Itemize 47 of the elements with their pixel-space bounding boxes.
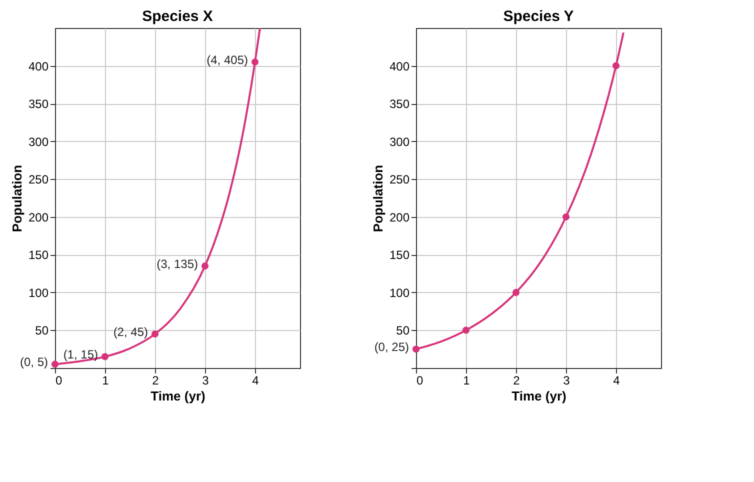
x-tick-label: 3 (563, 374, 570, 388)
y-axis-title: Population (370, 164, 386, 232)
x-tick-label: 2 (152, 374, 160, 388)
y-tick-label: 250 (389, 172, 410, 187)
y-tick-label: 200 (28, 210, 49, 224)
y-tick-label: 250 (28, 172, 49, 187)
y-tick-label: 200 (389, 210, 410, 224)
point (562, 213, 570, 220)
x-tick-label: 0 (416, 374, 424, 388)
x-tick-label: 0 (56, 374, 62, 388)
x-tick-label: 1 (463, 374, 470, 388)
x-tick-label: 3 (202, 374, 210, 388)
y-tick-label: 350 (389, 97, 410, 112)
y-tick-label: 300 (28, 134, 49, 149)
y-tick-label: 100 (389, 286, 410, 300)
point (251, 58, 259, 66)
x-tick-label: 4 (613, 374, 620, 388)
point (612, 62, 620, 70)
point (462, 326, 470, 334)
y-tick-label: 50 (35, 324, 49, 338)
y-tick-label: 400 (28, 59, 49, 74)
y-tick-label: 400 (389, 59, 410, 74)
x-axis-title: Time (yr) (512, 388, 566, 404)
y-tick-label: 100 (28, 286, 49, 300)
y-tick-label: 150 (389, 248, 410, 262)
x-tick-label: 4 (252, 374, 260, 388)
point (201, 262, 209, 270)
point (101, 353, 109, 360)
point (151, 330, 159, 338)
x-axis-title: Time (yr) (150, 388, 206, 404)
chart-title: Species Y (503, 8, 574, 25)
y-axis-title: Population (9, 164, 24, 232)
y-tick-label: 300 (389, 134, 410, 149)
x-tick-label: 1 (102, 374, 110, 388)
y-tick-label: 50 (396, 324, 410, 338)
annotation: (1, 15) (63, 348, 98, 362)
annotation: (2, 45) (113, 325, 148, 339)
chart-title: Species X (142, 8, 213, 25)
annotation: (0, 25) (374, 340, 409, 354)
annotation: (0, 5) (20, 355, 48, 370)
annotation: (3, 135) (156, 257, 198, 271)
x-tick-label: 2 (513, 374, 520, 388)
point (512, 288, 520, 296)
annotation: (4, 405) (206, 53, 248, 67)
y-tick-label: 150 (28, 248, 49, 262)
point (412, 346, 420, 353)
y-tick-label: 350 (28, 97, 49, 112)
